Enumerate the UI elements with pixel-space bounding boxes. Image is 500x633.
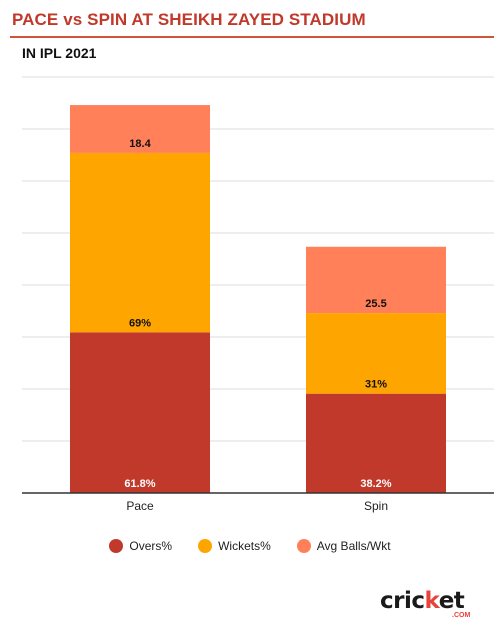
legend-label-wickets: Wickets%: [218, 539, 271, 553]
title-divider: [10, 36, 494, 38]
legend-label-overs: Overs%: [129, 539, 173, 553]
bar-spin-wickets-: [306, 313, 446, 394]
chart-title: PACE vs SPIN AT SHEIKH ZAYED STADIUM: [12, 10, 366, 29]
chart-subtitle: IN IPL 2021: [22, 45, 97, 61]
legend-item-avg-balls[interactable]: Avg Balls/Wkt: [296, 539, 391, 553]
data-label: 38.2%: [360, 478, 391, 490]
legend-swatch-avg-balls: [296, 539, 311, 553]
bar-spin-avg-balls-wkt: [306, 246, 446, 314]
bar-pace-wickets-: [70, 152, 210, 333]
x-tick-label: Spin: [364, 499, 388, 513]
brand-logo-suffix: .COM: [452, 612, 471, 619]
legend-swatch-overs: [109, 539, 124, 553]
x-tick-label: Pace: [126, 499, 154, 513]
bar-pace-overs-: [70, 332, 210, 493]
legend-item-overs[interactable]: Overs%: [109, 539, 172, 553]
data-label: 18.4: [129, 138, 151, 150]
bar-pace-avg-balls-wkt: [70, 105, 210, 153]
legend-label-avg-balls: Avg Balls/Wkt: [316, 539, 391, 553]
data-label: 69%: [129, 317, 151, 329]
legend-swatch-wickets: [198, 539, 213, 553]
data-label: 61.8%: [124, 478, 155, 490]
brand-logo: cricket: [380, 588, 465, 614]
chart-legend: Overs% Wickets% Avg Balls/Wkt: [0, 539, 500, 553]
legend-item-wickets[interactable]: Wickets%: [198, 539, 271, 553]
bar-spin-overs-: [306, 393, 446, 493]
data-label: 31%: [365, 379, 387, 391]
data-label: 25.5: [365, 298, 386, 310]
